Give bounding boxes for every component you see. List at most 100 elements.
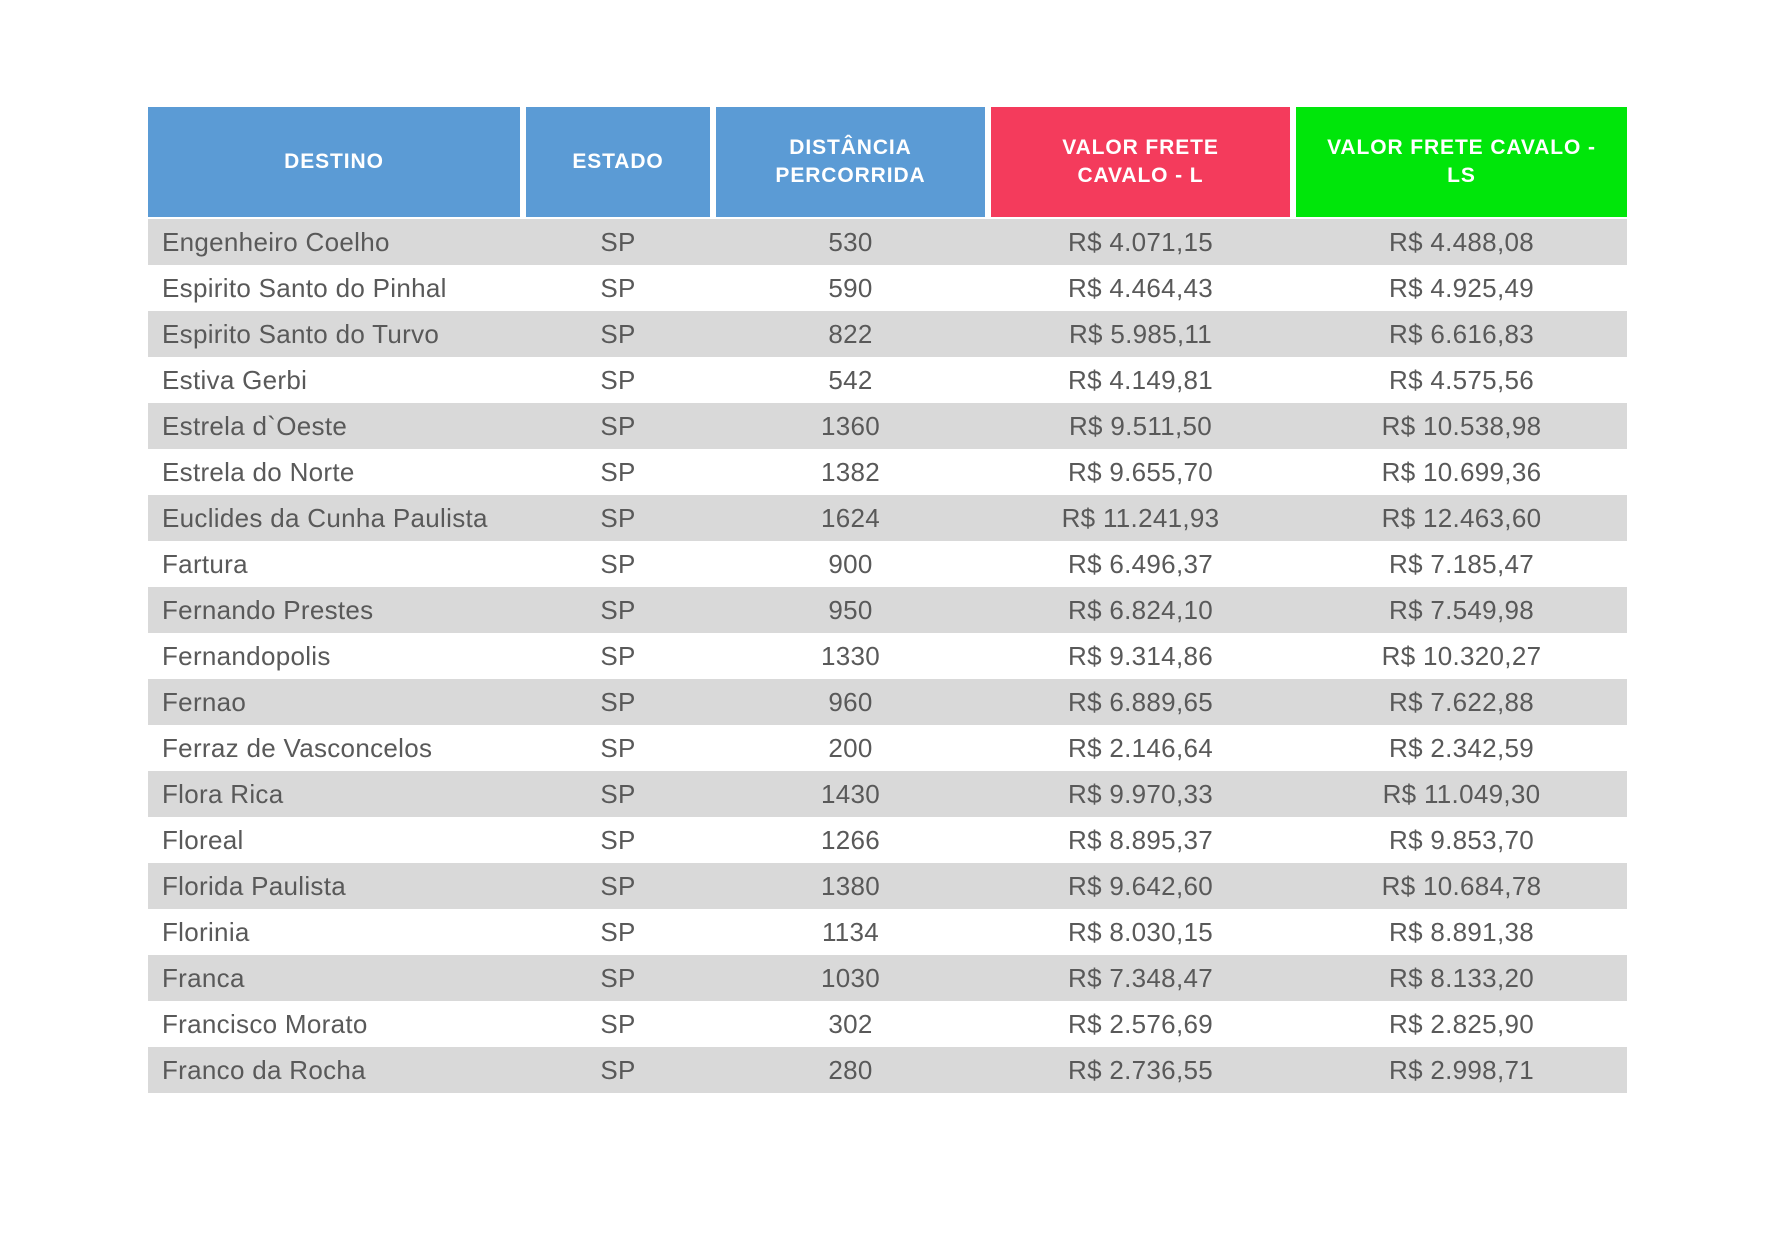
cell-estado: SP bbox=[600, 778, 636, 809]
cell-estado: SP bbox=[600, 870, 636, 901]
cell-valor-ls: R$ 6.616,83 bbox=[1389, 318, 1534, 349]
cell-destino: Estrela do Norte bbox=[162, 456, 355, 487]
cell-destino: Euclides da Cunha Paulista bbox=[162, 502, 488, 533]
cell-valor-ls: R$ 10.684,78 bbox=[1381, 870, 1542, 901]
cell-distancia: 1624 bbox=[820, 502, 881, 533]
cell-valor-l: R$ 6.889,65 bbox=[1068, 686, 1213, 717]
cell-destino: Engenheiro Coelho bbox=[162, 226, 390, 257]
cell-destino: Ferraz de Vasconcelos bbox=[162, 732, 433, 763]
cell-valor-l: R$ 4.464,43 bbox=[1068, 272, 1213, 303]
table-row: Engenheiro Coelho SP 530 R$ 4.071,15 R$ 4.48… bbox=[148, 219, 1627, 265]
table-row: Espirito Santo do Pinhal SP 590 R$ 4.464,43… bbox=[148, 265, 1627, 311]
cell-distancia: 950 bbox=[828, 594, 873, 625]
header-cell-distancia-percorrida: DISTÂNCIA PERCORRIDA bbox=[716, 107, 985, 217]
cell-distancia: 1266 bbox=[820, 824, 881, 855]
table-row: Franco da Rocha SP 280 R$ 2.736,55 R$ 2.998,… bbox=[148, 1047, 1627, 1093]
cell-estado: SP bbox=[600, 824, 636, 855]
cell-valor-l: R$ 9.511,50 bbox=[1068, 410, 1213, 441]
cell-estado: SP bbox=[600, 226, 636, 257]
cell-valor-l: R$ 2.736,55 bbox=[1068, 1054, 1213, 1085]
cell-destino: Espirito Santo do Pinhal bbox=[162, 272, 447, 303]
header-cell-valor-frete-cavalo-l: VALOR FRETE CAVALO - L bbox=[991, 107, 1290, 217]
cell-valor-ls: R$ 8.891,38 bbox=[1389, 916, 1534, 947]
table-header-row: DESTINO ESTADO DISTÂNCIA PERCORRIDA VALO… bbox=[148, 107, 1627, 217]
cell-valor-ls: R$ 7.185,47 bbox=[1389, 548, 1534, 579]
cell-estado: SP bbox=[600, 502, 636, 533]
cell-destino: Fernando Prestes bbox=[162, 594, 374, 625]
cell-destino: Francisco Morato bbox=[162, 1008, 368, 1039]
table-row: Ferraz de Vasconcelos SP 200 R$ 2.146,64 R$ … bbox=[148, 725, 1627, 771]
cell-distancia: 1134 bbox=[821, 916, 880, 947]
cell-valor-l: R$ 8.895,37 bbox=[1068, 824, 1213, 855]
table-row: Francisco Morato SP 302 R$ 2.576,69 R$ 2.825… bbox=[148, 1001, 1627, 1047]
table-row: Franca SP 1030 R$ 7.348,47 R$ 8.133,20 bbox=[148, 955, 1627, 1001]
cell-valor-ls: R$ 8.133,20 bbox=[1389, 962, 1534, 993]
header-cell-estado: ESTADO bbox=[526, 107, 710, 217]
table-row: Espirito Santo do Turvo SP 822 R$ 5.985,11 R… bbox=[148, 311, 1627, 357]
cell-valor-ls: R$ 10.538,98 bbox=[1381, 410, 1542, 441]
table-row: Fernandopolis SP 1330 R$ 9.314,86 R$ 10.320,… bbox=[148, 633, 1627, 679]
cell-estado: SP bbox=[600, 916, 636, 947]
cell-destino: Fernandopolis bbox=[162, 640, 331, 671]
table-row: Fartura SP 900 R$ 6.496,37 R$ 7.185,47 bbox=[148, 541, 1627, 587]
cell-distancia: 822 bbox=[828, 318, 873, 349]
cell-estado: SP bbox=[600, 318, 636, 349]
cell-valor-l: R$ 5.985,11 bbox=[1068, 318, 1213, 349]
cell-valor-ls: R$ 4.488,08 bbox=[1389, 226, 1534, 257]
cell-valor-ls: R$ 2.998,71 bbox=[1389, 1054, 1534, 1085]
cell-valor-l: R$ 11.241,93 bbox=[1061, 502, 1220, 533]
table-row: Fernando Prestes SP 950 R$ 6.824,10 R$ 7.549… bbox=[148, 587, 1627, 633]
cell-estado: SP bbox=[600, 686, 636, 717]
cell-distancia: 1360 bbox=[820, 410, 881, 441]
table-row: Floreal SP 1266 R$ 8.895,37 R$ 9.853,70 bbox=[148, 817, 1627, 863]
cell-valor-ls: R$ 10.699,36 bbox=[1381, 456, 1542, 487]
table-row: Florinia SP 1134 R$ 8.030,15 R$ 8.891,38 bbox=[148, 909, 1627, 955]
cell-distancia: 530 bbox=[828, 226, 873, 257]
cell-estado: SP bbox=[600, 456, 636, 487]
cell-valor-l: R$ 4.149,81 bbox=[1068, 364, 1213, 395]
cell-valor-l: R$ 9.642,60 bbox=[1068, 870, 1213, 901]
cell-valor-l: R$ 8.030,15 bbox=[1068, 916, 1213, 947]
cell-valor-ls: R$ 4.925,49 bbox=[1389, 272, 1534, 303]
cell-estado: SP bbox=[600, 1054, 636, 1085]
cell-distancia: 1330 bbox=[820, 640, 881, 671]
table-row: Euclides da Cunha Paulista SP 1624 R$ 11.24… bbox=[148, 495, 1627, 541]
cell-estado: SP bbox=[600, 364, 636, 395]
cell-estado: SP bbox=[600, 272, 636, 303]
cell-valor-l: R$ 6.824,10 bbox=[1068, 594, 1213, 625]
cell-valor-l: R$ 2.576,69 bbox=[1068, 1008, 1213, 1039]
cell-estado: SP bbox=[600, 594, 636, 625]
cell-valor-ls: R$ 2.342,59 bbox=[1389, 732, 1534, 763]
cell-valor-l: R$ 2.146,64 bbox=[1068, 732, 1213, 763]
cell-destino: Floreal bbox=[162, 824, 244, 855]
cell-distancia: 590 bbox=[828, 272, 873, 303]
cell-estado: SP bbox=[600, 548, 636, 579]
cell-valor-l: R$ 4.071,15 bbox=[1068, 226, 1213, 257]
header-cell-valor-frete-cavalo-ls: VALOR FRETE CAVALO - LS bbox=[1296, 107, 1627, 217]
cell-valor-ls: R$ 2.825,90 bbox=[1389, 1008, 1534, 1039]
cell-distancia: 1380 bbox=[820, 870, 881, 901]
cell-distancia: 280 bbox=[828, 1054, 873, 1085]
cell-estado: SP bbox=[600, 410, 636, 441]
table-row: Flora Rica SP 1430 R$ 9.970,33 R$ 11.049,30 bbox=[148, 771, 1627, 817]
table-row: Florida Paulista SP 1380 R$ 9.642,60 R$ 10.6… bbox=[148, 863, 1627, 909]
cell-valor-ls: R$ 11.049,30 bbox=[1382, 778, 1541, 809]
cell-estado: SP bbox=[600, 732, 636, 763]
cell-valor-ls: R$ 7.622,88 bbox=[1389, 686, 1534, 717]
cell-destino: Estiva Gerbi bbox=[162, 364, 308, 395]
header-cell-destino: DESTINO bbox=[148, 107, 520, 217]
cell-distancia: 960 bbox=[828, 686, 873, 717]
cell-destino: Fartura bbox=[162, 548, 248, 579]
cell-valor-l: R$ 9.314,86 bbox=[1068, 640, 1213, 671]
cell-destino: Estrela d`Oeste bbox=[162, 410, 348, 441]
cell-destino: Fernao bbox=[162, 686, 247, 717]
cell-estado: SP bbox=[600, 1008, 636, 1039]
cell-valor-ls: R$ 9.853,70 bbox=[1389, 824, 1534, 855]
cell-destino: Flora Rica bbox=[162, 778, 284, 809]
cell-destino: Espirito Santo do Turvo bbox=[162, 318, 440, 349]
table-row: Fernao SP 960 R$ 6.889,65 R$ 7.622,88 bbox=[148, 679, 1627, 725]
cell-distancia: 1382 bbox=[820, 456, 881, 487]
table-row: Estiva Gerbi SP 542 R$ 4.149,81 R$ 4.575,56 bbox=[148, 357, 1627, 403]
cell-valor-ls: R$ 10.320,27 bbox=[1381, 640, 1542, 671]
table-body: Engenheiro Coelho SP 530 R$ 4.071,15 R$ 4.48… bbox=[148, 219, 1627, 1093]
